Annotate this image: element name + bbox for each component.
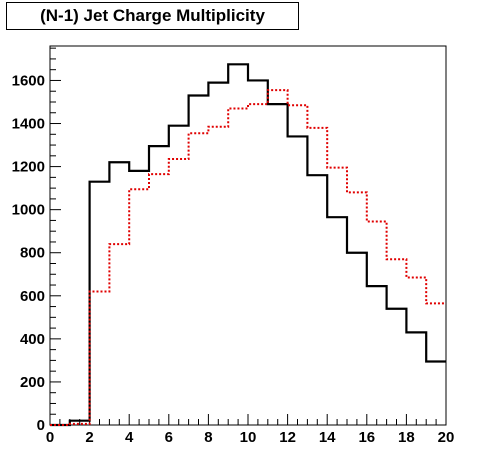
x-tick-label: 4: [125, 429, 134, 446]
x-tick-label: 18: [398, 429, 415, 446]
x-tick-label: 16: [358, 429, 375, 446]
series-1-histogram: [50, 63, 446, 427]
x-axis: 0 2 4 6 8 10 12 14 16 18 20: [46, 414, 455, 446]
y-tick-label: 1400: [12, 116, 45, 133]
y-tick-label: 1000: [12, 202, 45, 219]
series-layer: [50, 63, 446, 427]
y-tick-label: 400: [20, 331, 45, 348]
y-tick-label: 800: [20, 245, 45, 262]
y-tick-label: 1200: [12, 159, 45, 176]
series-2-histogram: [50, 89, 446, 426]
x-tick-label: 20: [438, 429, 455, 446]
x-tick-label: 12: [279, 429, 296, 446]
y-tick-label: 0: [37, 417, 45, 434]
x-tick-label: 10: [240, 429, 257, 446]
x-tick-label: 0: [46, 429, 54, 446]
y-tick-label: 200: [20, 374, 45, 391]
y-tick-label: 600: [20, 288, 45, 305]
x-tick-label: 6: [165, 429, 173, 446]
plot-frame: [49, 45, 447, 426]
x-tick-label: 2: [85, 429, 93, 446]
x-tick-label: 8: [204, 429, 212, 446]
chart-title: (N-1) Jet Charge Multiplicity: [6, 2, 299, 30]
x-tick-label: 14: [319, 429, 336, 446]
y-axis: 0 200 400 600 800 1000 1200 1400 1600: [12, 47, 61, 434]
y-tick-label: 1600: [12, 72, 45, 89]
